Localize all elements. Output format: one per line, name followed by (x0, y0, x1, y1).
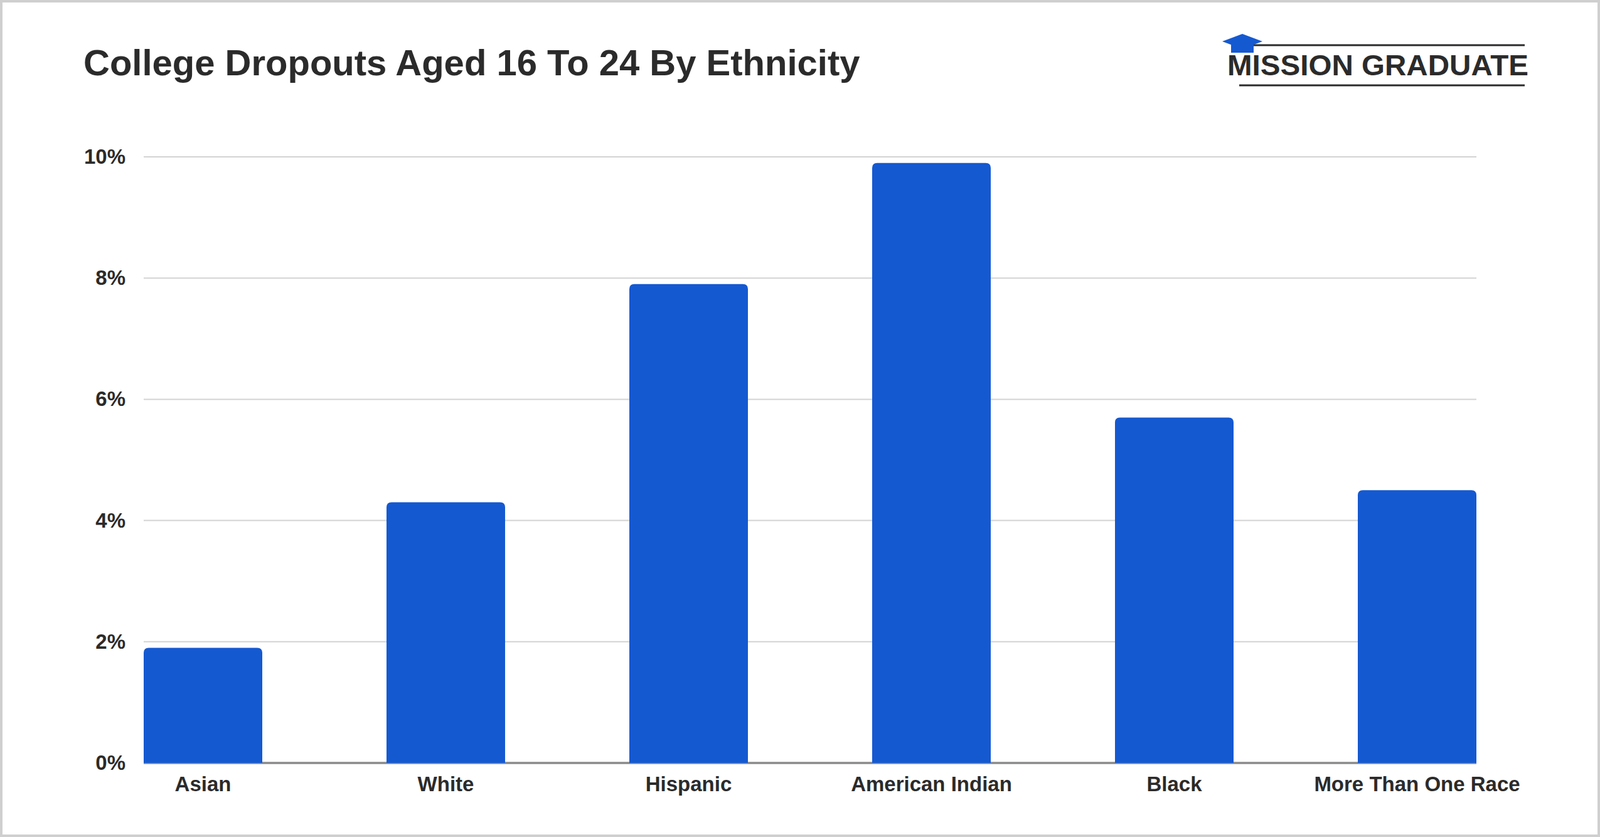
x-tick-label: American Indian (850, 772, 1013, 796)
x-tick-label: More Than One Race (1313, 772, 1520, 796)
grid-line (143, 520, 1477, 522)
chart: College Dropouts Aged 16 To 24 By Ethnic… (0, 0, 1600, 837)
logo-line (1239, 44, 1525, 47)
x-tick-label: White (417, 772, 475, 796)
bar (872, 163, 991, 763)
logo-text: MISSION GRADUATE (1227, 48, 1529, 82)
y-tick-label: 0% (95, 751, 126, 775)
y-tick-label: 6% (95, 387, 126, 411)
grid-line (143, 762, 1477, 765)
grid-line (143, 277, 1477, 279)
title: College Dropouts Aged 16 To 24 By Ethnic… (83, 42, 861, 83)
y-tick-label: 8% (95, 266, 126, 290)
x-tick-label: Hispanic (645, 772, 733, 796)
bar (143, 647, 263, 763)
y-tick-label: 4% (95, 508, 126, 533)
bar (386, 502, 506, 763)
grid-line (143, 398, 1477, 400)
y-tick-label: 10% (84, 144, 126, 169)
grid-line (143, 156, 1477, 158)
x-tick-label: Asian (175, 772, 232, 796)
bars (143, 163, 1477, 763)
frame (1, 1, 1599, 836)
bar (629, 284, 748, 763)
logo-line (1239, 84, 1525, 87)
logo: MISSION GRADUATE (1222, 33, 1529, 86)
x-tick-label: Black (1146, 772, 1203, 796)
y-tick-label: 2% (95, 629, 126, 654)
grid-line (143, 641, 1477, 643)
grid (143, 156, 1477, 763)
bar (1114, 417, 1234, 763)
x-axis (143, 762, 1477, 765)
bar (1357, 490, 1477, 763)
